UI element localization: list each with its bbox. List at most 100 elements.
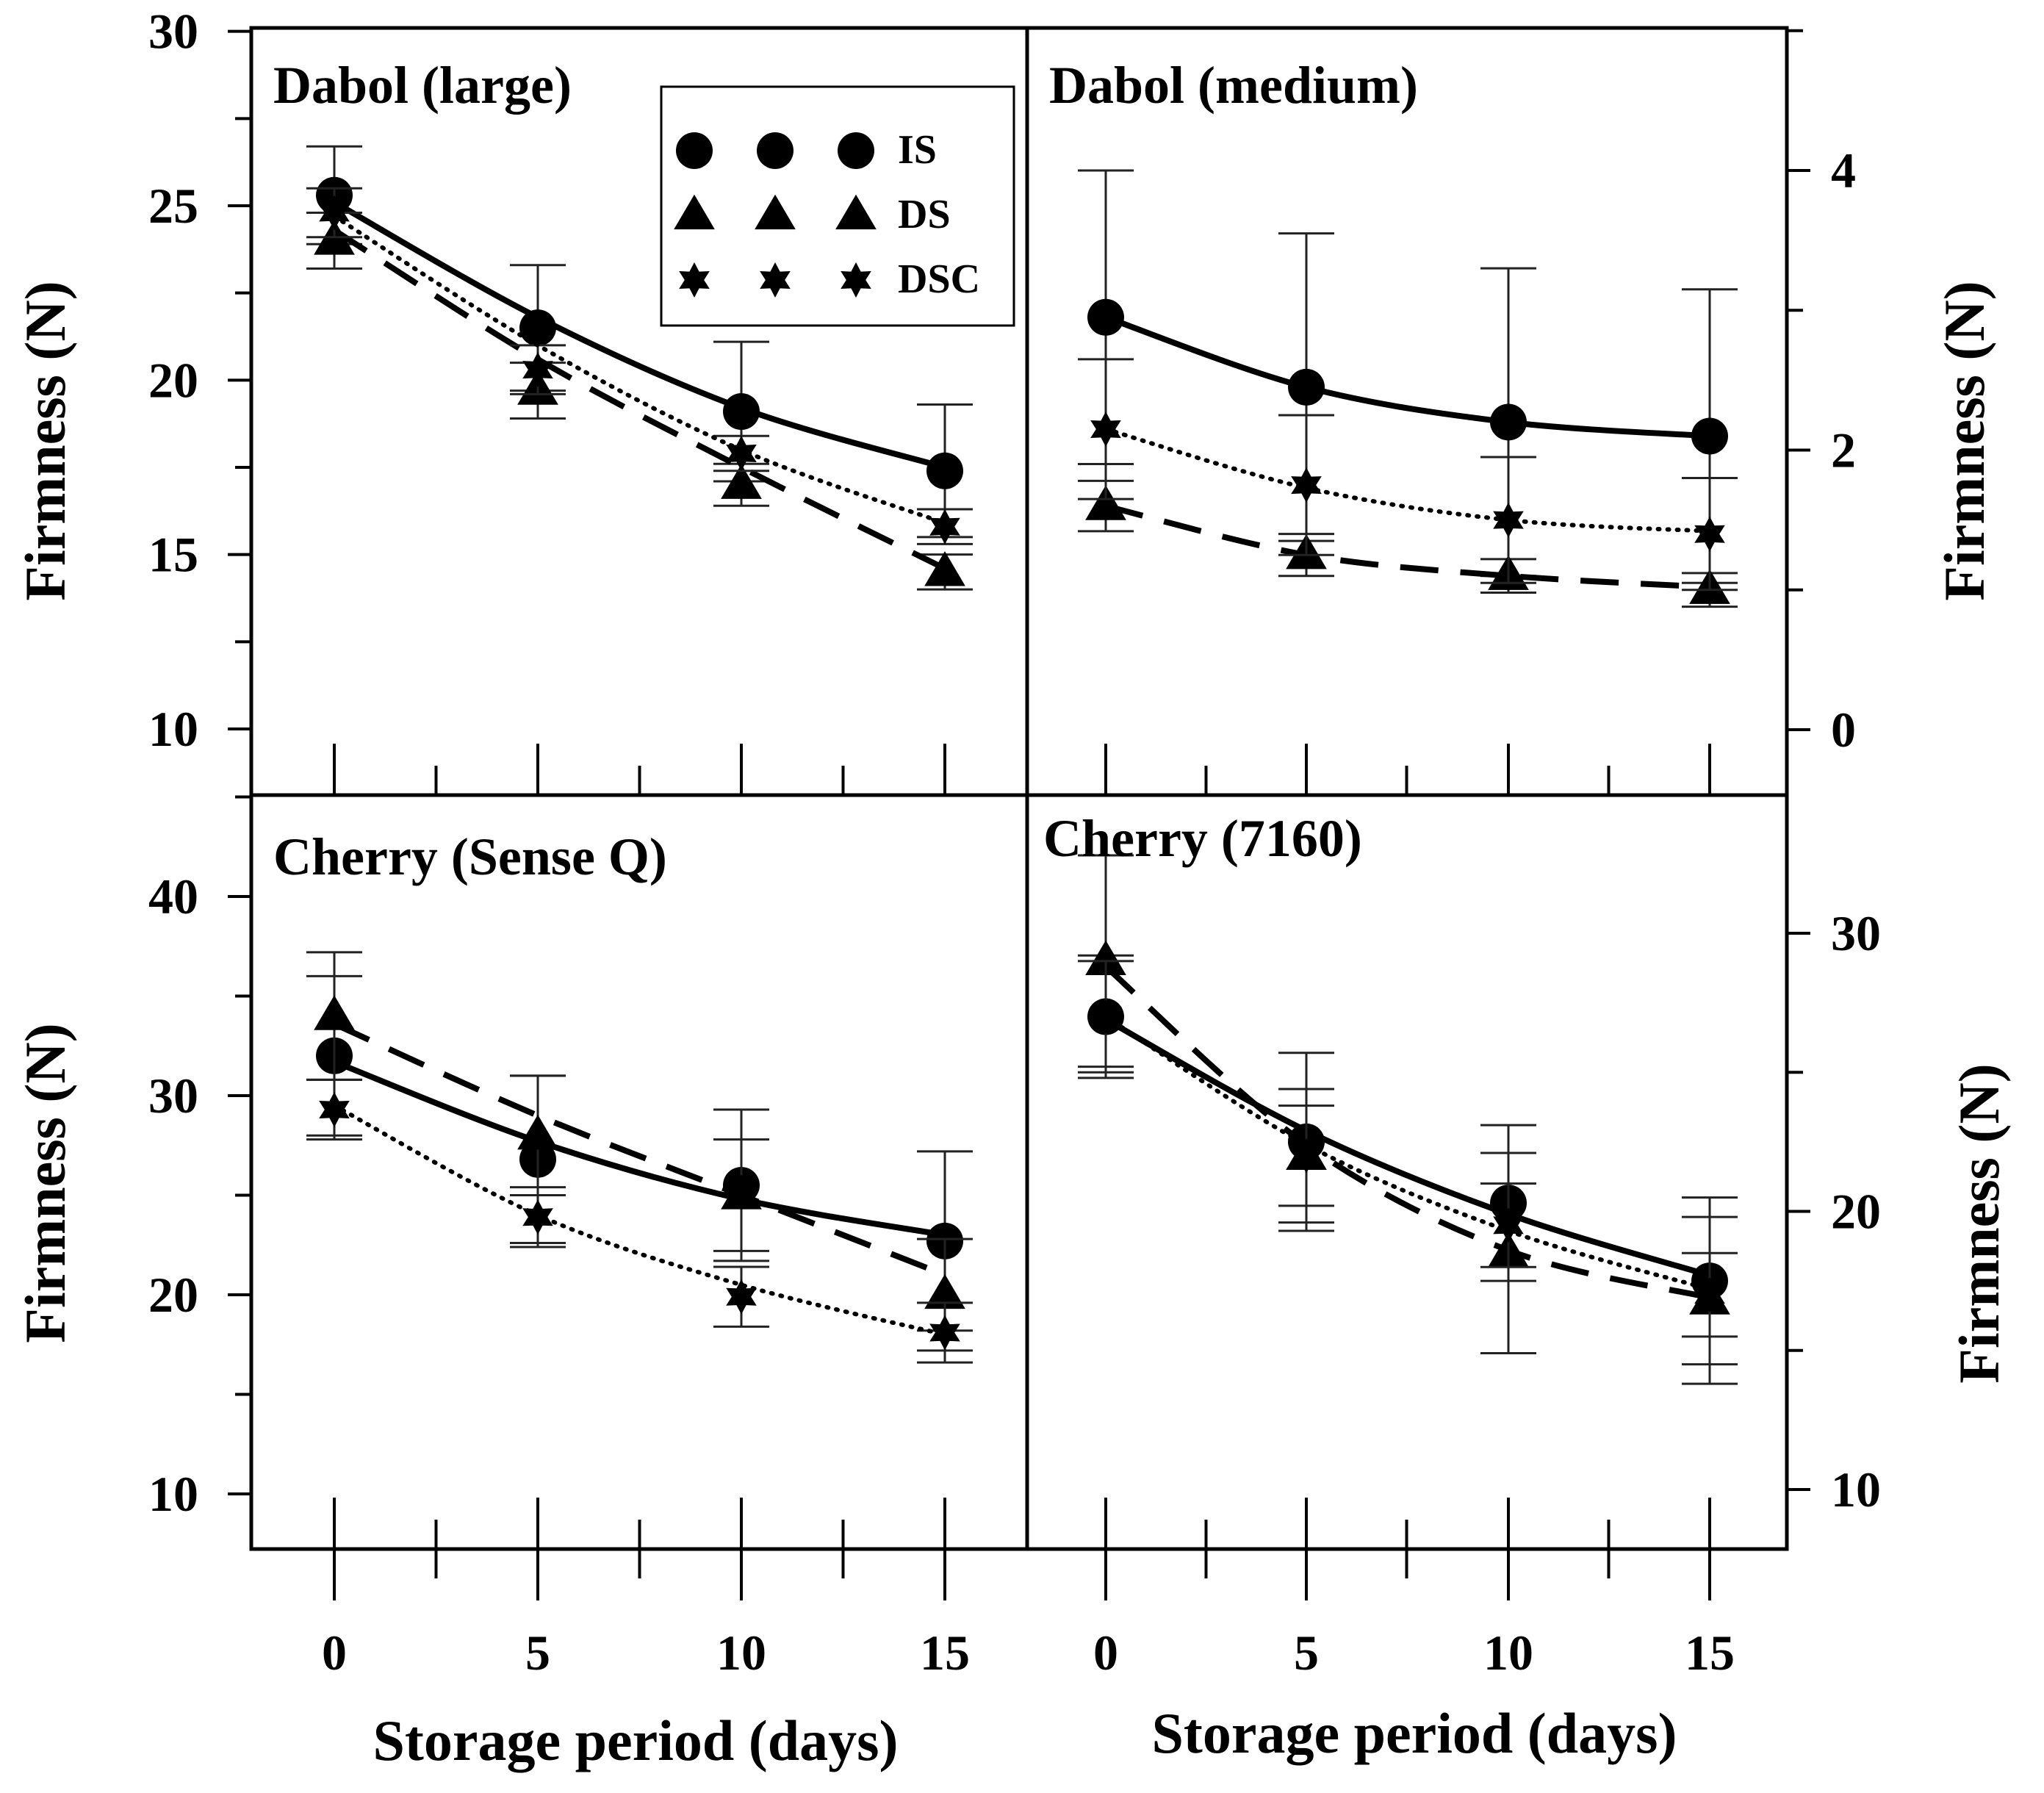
fit-curve <box>1103 1016 1713 1279</box>
legend-label-is: IS <box>898 127 937 173</box>
x-tick-label: 0 <box>1093 1625 1118 1681</box>
y-tick-label: 25 <box>148 178 198 234</box>
legend-label-dsc: DSC <box>898 256 980 302</box>
y-tick-label: 10 <box>1831 1462 1881 1517</box>
series-ds <box>1078 854 1738 1385</box>
y-tick-label: 20 <box>148 352 198 408</box>
plot-layer: 10 15 20 25 30 0 2 4 10 20 30 40 0 5 10 15 10 20 30 0 5 10 15 <box>148 4 1881 1681</box>
x-tick-label: 15 <box>920 1625 970 1681</box>
text-layer: Firmness (N) Firmness (N) Firmness (N) F… <box>13 56 2011 1772</box>
fit-curve <box>1104 964 1710 1301</box>
data-point-triangle <box>924 1273 965 1309</box>
fit-curve <box>332 1103 947 1337</box>
data-point-star <box>726 436 757 471</box>
x-tick-label: 15 <box>1685 1625 1735 1681</box>
series-ds <box>306 951 973 1352</box>
data-point-star <box>1291 1138 1322 1174</box>
data-point-circle <box>723 393 760 431</box>
data-point-circle <box>1490 403 1527 441</box>
data-point-triangle <box>1085 485 1126 520</box>
legend-marker-star <box>679 262 710 298</box>
data-point-star <box>929 509 960 545</box>
x-axis-title-left: Storage period (days) <box>373 1708 899 1772</box>
panel-title-cherry-7160: Cherry (7160) <box>1043 809 1362 868</box>
data-point-star <box>1694 1277 1725 1312</box>
legend-marker-circle <box>838 132 874 169</box>
fit-curve <box>333 1021 946 1278</box>
y-tick-label: 30 <box>148 4 198 60</box>
data-point-star <box>1090 999 1121 1035</box>
x-axis-title-right: Storage period (days) <box>1152 1701 1677 1765</box>
panel-cherry-7160: 10 20 30 0 5 10 15 <box>1025 793 1881 1681</box>
data-point-star <box>1694 516 1725 552</box>
fit-curve <box>1104 1014 1712 1292</box>
legend-marker-triangle <box>674 194 715 230</box>
y-axis-title-top-left: Firmness (N) <box>13 281 77 600</box>
data-point-star <box>1090 412 1121 447</box>
data-point-star <box>726 1279 757 1315</box>
data-point-star <box>319 195 350 231</box>
panel-cherry-sense-q: 10 20 30 40 0 5 10 15 <box>148 793 1029 1681</box>
y-tick-label: 0 <box>1831 702 1856 758</box>
legend-box <box>660 85 1015 327</box>
legend-marker-triangle <box>835 194 877 230</box>
data-point-triangle <box>517 1114 558 1150</box>
x-tick-label: 5 <box>525 1625 550 1681</box>
legend-marker-star <box>841 262 871 298</box>
panel-dabol-medium: 0 2 4 <box>1025 26 1856 797</box>
data-point-star <box>929 1315 960 1351</box>
data-point-star <box>1291 467 1322 503</box>
panel-title-cherry-sense-q: Cherry (Sense Q) <box>273 827 667 886</box>
data-point-circle <box>1691 417 1728 455</box>
x-tick-label: 10 <box>716 1625 766 1681</box>
panel-title-dabol-medium: Dabol (medium) <box>1049 56 1418 115</box>
y-axis-title-bottom-left: Firmness (N) <box>13 1023 77 1343</box>
y-tick-label: 2 <box>1831 423 1856 478</box>
legend-label-ds: DS <box>898 192 951 237</box>
legend-marker-triangle <box>755 194 796 230</box>
data-point-triangle <box>924 551 965 586</box>
data-point-triangle <box>314 995 355 1030</box>
y-tick-label: 30 <box>1831 905 1881 961</box>
legend-marker-circle <box>757 132 794 169</box>
panel-frame <box>1025 26 1789 797</box>
y-tick-label: 40 <box>148 869 198 924</box>
y-axis-title-bottom-right: Firmness (N) <box>1947 1063 2011 1383</box>
series-is <box>1078 954 1738 1366</box>
data-point-star <box>319 1092 350 1127</box>
fit-curve <box>1104 426 1712 533</box>
y-tick-label: 20 <box>148 1267 198 1323</box>
data-point-circle <box>1288 368 1325 406</box>
panel-title-dabol-large: Dabol (large) <box>273 56 572 115</box>
legend: IS DS DSC <box>660 85 1015 327</box>
fit-curve <box>332 214 947 525</box>
y-tick-label: 30 <box>148 1068 198 1124</box>
data-point-triangle <box>1085 940 1126 976</box>
fit-curve <box>1105 503 1710 590</box>
x-tick-label: 5 <box>1294 1625 1319 1681</box>
fit-curve <box>331 199 948 470</box>
x-tick-label: 10 <box>1483 1625 1533 1681</box>
x-tick-label: 0 <box>322 1625 347 1681</box>
series-dsc <box>306 1078 973 1364</box>
data-point-star <box>522 1199 553 1235</box>
data-point-star <box>522 352 553 388</box>
fit-curve <box>1103 314 1713 439</box>
data-point-star <box>1493 502 1524 538</box>
series-dsc <box>1078 960 1738 1338</box>
series-ds <box>1078 479 1738 608</box>
y-tick-label: 15 <box>148 527 198 583</box>
data-point-triangle <box>721 1174 762 1210</box>
series-is <box>1078 169 1738 584</box>
y-tick-label: 4 <box>1831 143 1856 198</box>
data-point-circle <box>926 452 963 489</box>
data-point-circle <box>1087 298 1124 336</box>
series-dsc <box>306 187 973 545</box>
y-axis-title-top-right: Firmness (N) <box>1932 281 1996 600</box>
panel-dabol-large: 10 15 20 25 30 <box>148 4 1029 797</box>
data-point-star <box>1493 1207 1524 1243</box>
data-point-triangle <box>721 464 762 499</box>
panel-frame <box>1025 793 1789 1551</box>
legend-marker-circle <box>676 132 713 169</box>
